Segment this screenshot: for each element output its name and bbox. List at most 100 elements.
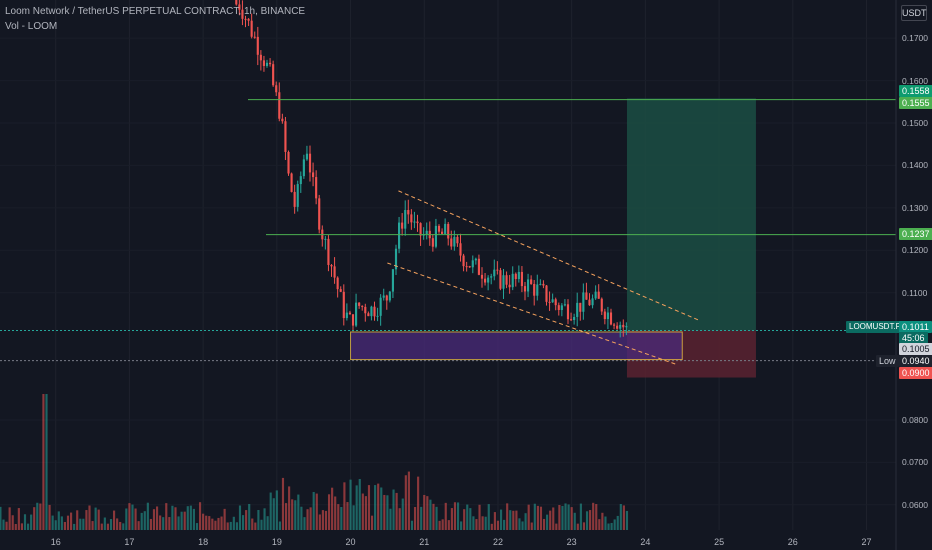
price-tick-label: 0.1300	[902, 202, 928, 213]
volume-bar	[260, 519, 263, 530]
candle-body	[425, 230, 428, 235]
candle-body	[600, 298, 603, 312]
volume-bar	[128, 503, 131, 530]
time-tick-label: 16	[50, 537, 61, 547]
candle-body	[450, 238, 453, 247]
channel-upper-line	[398, 190, 701, 322]
candle-body	[612, 324, 616, 326]
last-price-tag: 0.1011	[899, 321, 932, 333]
candle-body	[606, 312, 609, 320]
volume-bar	[229, 521, 232, 530]
candle-body	[502, 275, 505, 289]
volume-bar	[432, 503, 435, 530]
volume-bar	[211, 518, 214, 530]
volume-bar	[66, 515, 70, 530]
volume-bar	[91, 521, 94, 530]
volume-bar	[595, 504, 598, 530]
volume-bar	[226, 522, 229, 530]
volume-bar	[509, 510, 512, 530]
volume-bar	[321, 510, 324, 530]
volume-bar	[592, 502, 595, 530]
candle-body	[367, 313, 370, 317]
candle-body	[339, 289, 342, 292]
candle-body	[437, 225, 441, 232]
volume-bar	[490, 523, 493, 530]
candle-body	[569, 319, 573, 321]
volume-bar	[395, 492, 398, 530]
stop-tag: 0.0900	[899, 367, 932, 379]
candle-body	[284, 121, 287, 152]
time-tick-label: 27	[861, 537, 872, 547]
candle-body	[548, 301, 551, 303]
candle-body	[336, 277, 339, 290]
candle-body	[256, 36, 259, 55]
channel-lower-line	[387, 262, 676, 365]
candle-body	[397, 222, 401, 249]
volume-bar	[327, 494, 331, 530]
volume-bar	[496, 520, 500, 530]
candle-body	[582, 292, 585, 312]
volume-bar	[183, 511, 186, 530]
candle-body	[585, 292, 588, 300]
volume-bar	[601, 512, 604, 530]
candle-body	[293, 191, 296, 207]
candle-body	[358, 302, 361, 306]
candle-body	[327, 238, 330, 265]
candle-body	[287, 151, 290, 174]
volume-bar	[435, 506, 438, 530]
volume-bar	[558, 504, 561, 530]
volume-bar	[475, 519, 478, 530]
volume-bar	[324, 510, 328, 530]
volume-bar	[355, 485, 358, 530]
volume-bar	[275, 490, 278, 530]
volume-bar	[278, 521, 281, 530]
candle-body	[259, 54, 262, 61]
candle-body	[235, 0, 238, 5]
candle-body	[308, 153, 312, 173]
volume-bar	[168, 517, 171, 530]
price-tick-label: 0.0700	[902, 457, 928, 468]
volume-bar	[36, 502, 39, 530]
volume-bar	[103, 517, 106, 530]
volume-bar	[245, 510, 248, 530]
candle-body	[250, 20, 253, 37]
candle-body	[523, 286, 527, 292]
volume-bar	[82, 518, 85, 530]
time-tick-label: 25	[714, 537, 725, 547]
candle-body	[373, 306, 376, 317]
volume-bar	[69, 512, 73, 530]
volume-bar	[460, 521, 463, 530]
volume-bar	[42, 394, 45, 530]
candle-body	[272, 64, 275, 86]
volume-bar	[506, 503, 509, 530]
volume-bar	[288, 486, 291, 530]
candle-body	[456, 236, 459, 244]
volume-bar	[152, 509, 156, 530]
time-tick-label: 21	[419, 537, 430, 547]
volume-bar	[530, 522, 533, 530]
candle-body	[364, 306, 367, 314]
volume-bar	[585, 511, 589, 530]
volume-bar	[106, 523, 109, 530]
volume-bar	[463, 509, 466, 530]
volume-bar	[383, 494, 386, 530]
volume-bar	[401, 498, 404, 530]
candle-body	[431, 238, 434, 247]
price-tick-label: 0.1400	[902, 160, 928, 171]
currency-button[interactable]: USDT	[901, 5, 927, 21]
volume-bar	[453, 502, 457, 530]
volume-bar	[306, 509, 309, 530]
volume-bar	[367, 485, 371, 530]
volume-bar	[214, 520, 217, 530]
volume-bar	[272, 498, 275, 530]
volume-bar	[125, 508, 128, 530]
volume-bar	[171, 505, 174, 530]
candle-body	[462, 255, 465, 267]
volume-bar	[17, 508, 20, 530]
candle-body	[238, 4, 241, 10]
candle-body	[355, 302, 358, 326]
volume-bar	[567, 504, 570, 530]
volume-bar	[582, 522, 586, 530]
time-tick-label: 17	[124, 537, 135, 547]
